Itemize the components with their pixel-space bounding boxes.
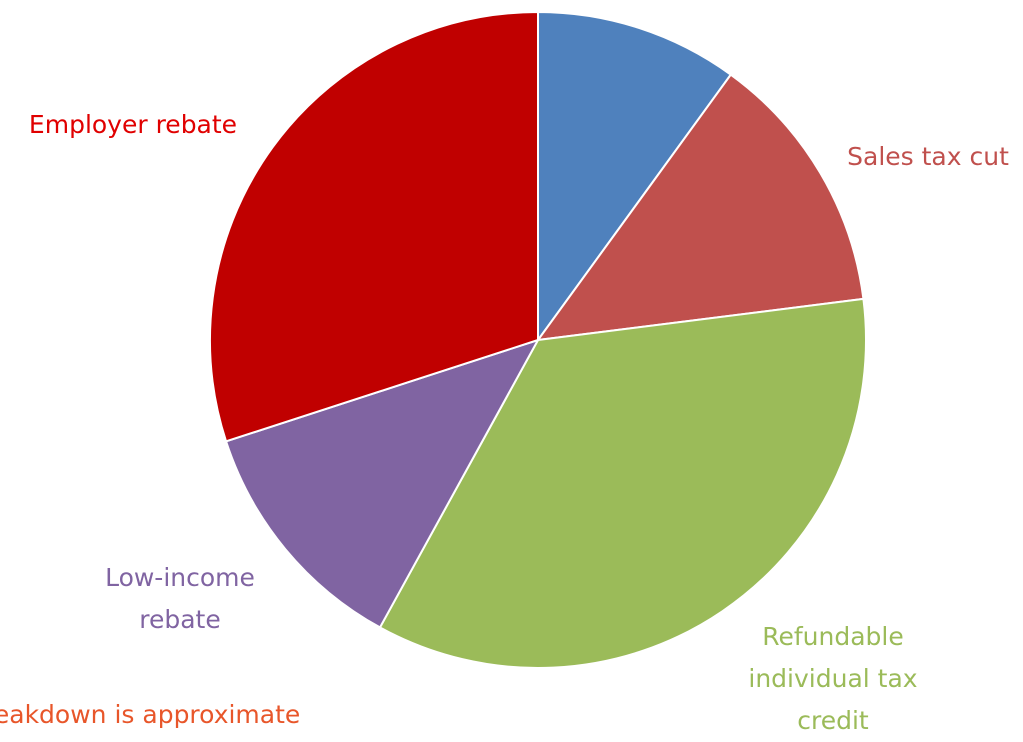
slice-label: Low-income rebate: [105, 563, 255, 634]
slice-label: Sales tax cut: [847, 142, 1009, 171]
slice-label: Employer rebate: [28, 110, 238, 139]
pie-slice: [537, 10, 733, 344]
pie-slice: [378, 297, 867, 670]
footnote: Breakdown is approximate: [0, 700, 301, 729]
pie-slice: [209, 10, 539, 443]
pie-slice: [535, 73, 865, 342]
slice-label: Refundable individual tax credit: [748, 622, 918, 735]
pie-slice: [224, 338, 541, 629]
